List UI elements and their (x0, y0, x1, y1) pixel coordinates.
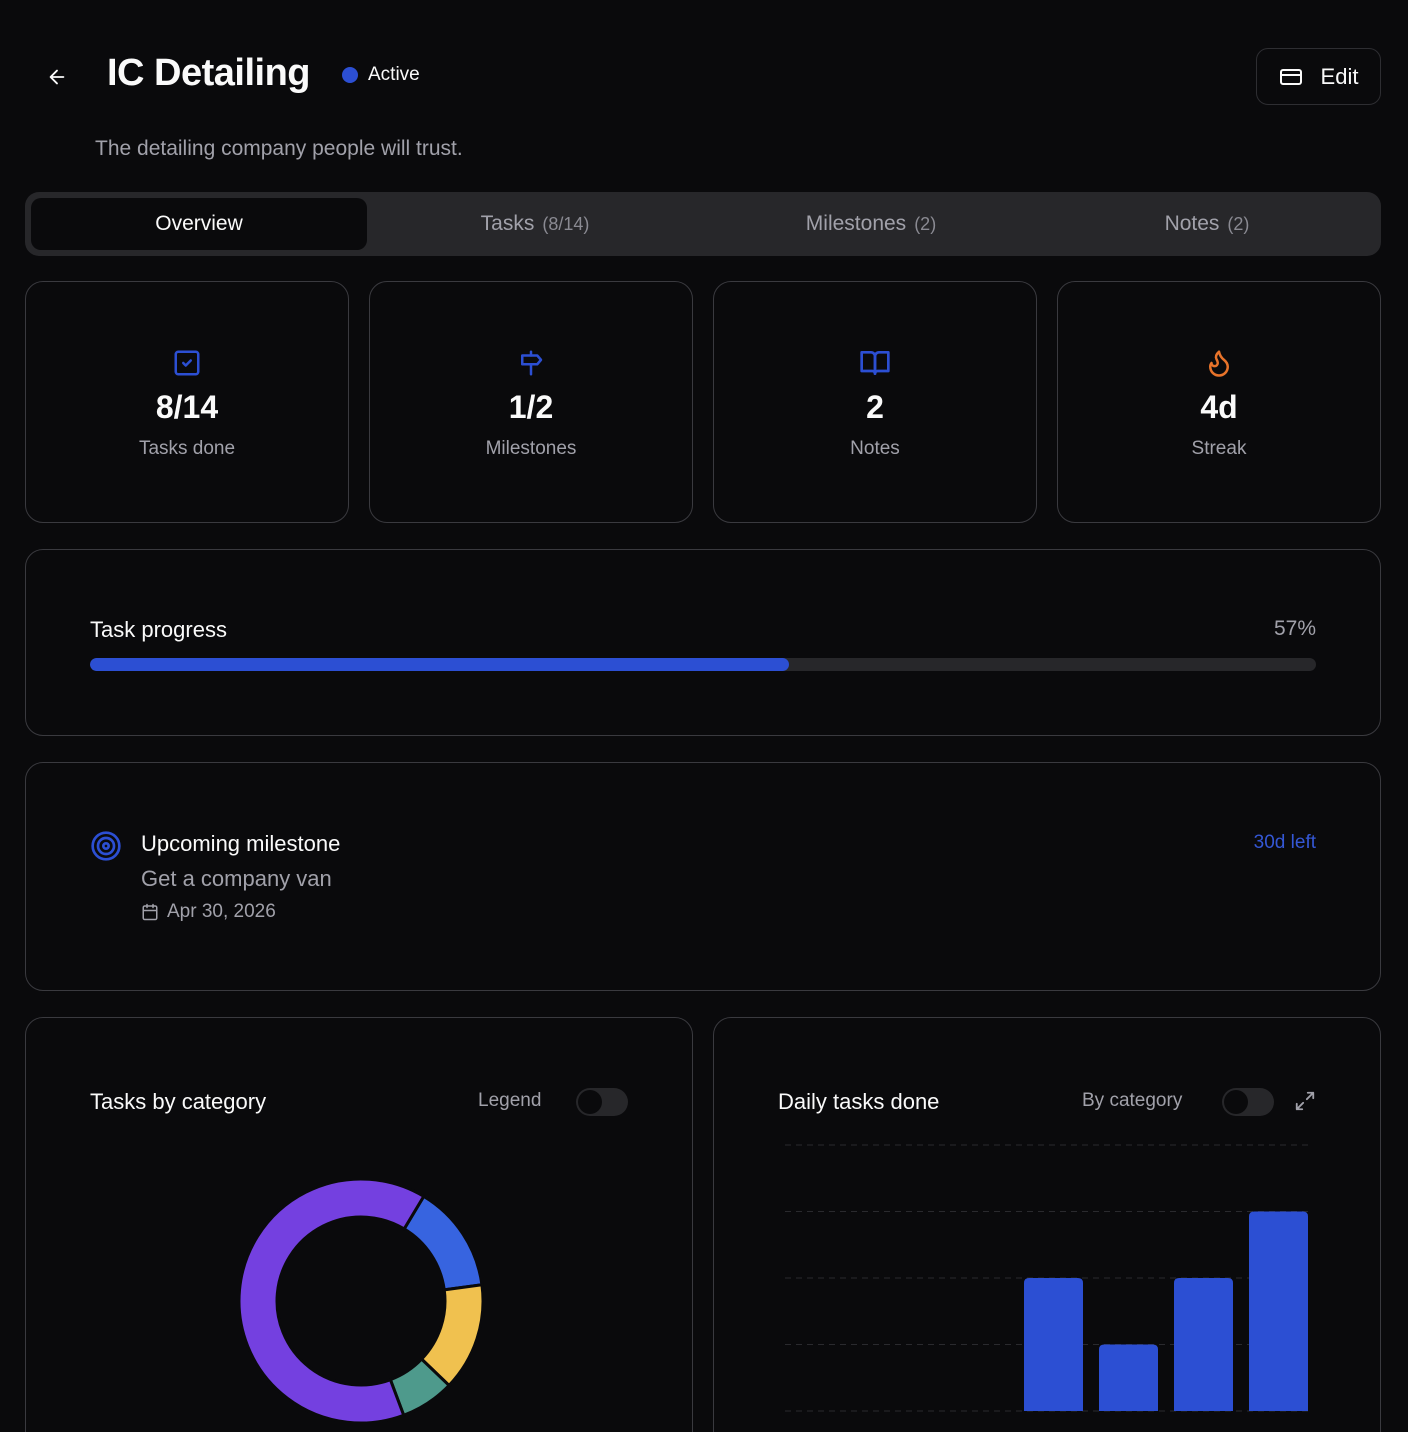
legend-toggle-label: Legend (478, 1090, 542, 1111)
bar (1174, 1278, 1233, 1411)
chart-title: Tasks by category (90, 1089, 267, 1114)
target-icon (91, 831, 121, 861)
expand-button[interactable] (1294, 1090, 1318, 1114)
stat-value: 1/2 (508, 389, 554, 425)
task-progress-card: Task progress 57% (25, 549, 1381, 736)
card-icon (1279, 68, 1302, 85)
status-label: Active (368, 64, 420, 85)
stat-card-tasks: 8/14 Tasks done (25, 281, 349, 523)
page-subtitle: The detailing company people will trust. (95, 137, 463, 160)
stat-value: 4d (1200, 389, 1238, 425)
toggle-knob (1224, 1090, 1248, 1114)
tab-count: (8/14) (542, 213, 590, 234)
status-dot (342, 67, 358, 83)
milestone-date: Apr 30, 2026 (141, 901, 276, 923)
legend-toggle[interactable] (576, 1088, 628, 1116)
toggle-knob (578, 1090, 602, 1114)
stat-value: 2 (866, 389, 884, 425)
calendar-icon (142, 903, 158, 921)
tab-count: (2) (1227, 213, 1250, 234)
progress-fill (90, 658, 789, 671)
donut-chart (237, 1177, 485, 1425)
tab-tasks[interactable]: Tasks (8/14) (367, 198, 703, 250)
progress-bar (90, 658, 1316, 671)
tab-label: Overview (155, 212, 243, 235)
tab-overview[interactable]: Overview (31, 198, 367, 250)
page-title: IC Detailing (107, 52, 311, 94)
stat-label: Streak (1191, 438, 1247, 459)
progress-percent: 57% (1273, 617, 1316, 640)
stat-label: Notes (850, 438, 900, 459)
book-open-icon (860, 351, 890, 375)
stat-card-notes: 2 Notes (713, 281, 1037, 523)
tab-milestones[interactable]: Milestones (2) (703, 198, 1039, 250)
page-header: IC Detailing Active Edit The detailing c… (0, 0, 1408, 180)
flame-icon (1209, 350, 1229, 377)
chart-title: Daily tasks done (778, 1089, 940, 1114)
stat-card-milestones: 1/2 Milestones (369, 281, 693, 523)
stat-label: Tasks done (138, 438, 236, 459)
tab-label: Tasks (480, 212, 535, 235)
back-button[interactable] (40, 60, 74, 94)
bar-chart (785, 1144, 1310, 1412)
arrow-left-icon (49, 69, 65, 85)
tab-notes[interactable]: Notes (2) (1039, 198, 1375, 250)
by-category-toggle-label: By category (1082, 1090, 1183, 1111)
donut-segment (237, 1177, 426, 1425)
bar (1249, 1211, 1308, 1411)
signpost-icon (521, 350, 543, 376)
edit-button[interactable]: Edit (1256, 48, 1381, 105)
daily-tasks-card: Daily tasks done By category (713, 1017, 1381, 1432)
stat-card-streak: 4d Streak (1057, 281, 1381, 523)
edit-label: Edit (1320, 63, 1359, 89)
tab-label: Notes (1164, 212, 1220, 235)
milestone-time-left: 30d left (1253, 832, 1316, 853)
expand-icon (1295, 1091, 1315, 1111)
stat-label: Milestones (485, 438, 577, 459)
by-category-toggle[interactable] (1222, 1088, 1274, 1116)
milestone-name: Get a company van (141, 866, 332, 891)
milestone-date-text: Apr 30, 2026 (167, 901, 276, 922)
milestone-heading: Upcoming milestone (141, 831, 341, 856)
tab-bar: Overview Tasks (8/14) Milestones (2) Not… (25, 192, 1381, 256)
bar (1024, 1278, 1083, 1411)
stat-value: 8/14 (155, 389, 219, 425)
upcoming-milestone-card: Upcoming milestone Get a company van Apr… (25, 762, 1381, 991)
progress-label: Task progress (90, 617, 227, 642)
tab-label: Milestones (805, 212, 907, 235)
tasks-by-category-card: Tasks by category Legend (25, 1017, 693, 1432)
check-square-icon (174, 350, 200, 376)
bar (1099, 1344, 1158, 1411)
tab-count: (2) (914, 213, 937, 234)
status-badge: Active (342, 64, 420, 86)
